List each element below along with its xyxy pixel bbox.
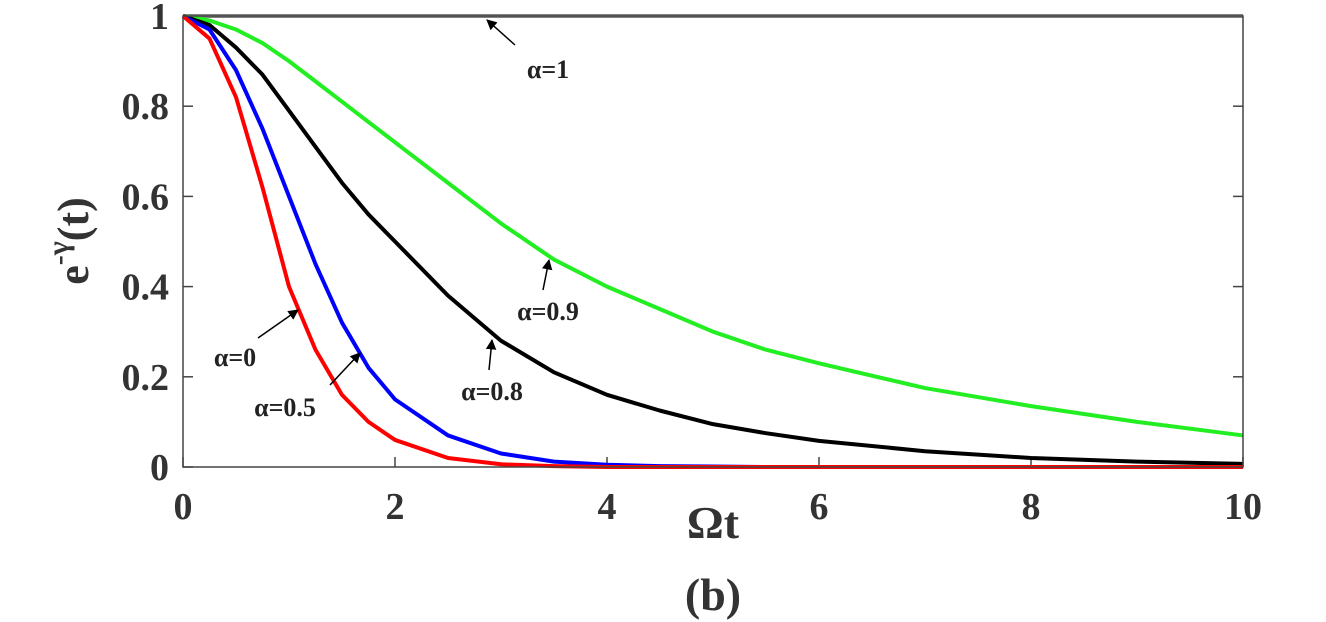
x-tick-label: 4: [598, 486, 617, 528]
y-axis-label: e-γ(t): [42, 197, 98, 285]
x-axis-label: Ωt: [687, 497, 740, 548]
annotation-arrow: [329, 352, 361, 386]
series-line: [182, 14, 1244, 466]
annotation-arrow: [486, 19, 516, 46]
annotation-arrow: [541, 258, 553, 291]
y-tick-label: 0.2: [122, 357, 170, 399]
lines: [181, 14, 1244, 469]
y-tick-label: 0.6: [122, 176, 170, 218]
series-label: α=0: [214, 343, 256, 372]
series-label: α=0.9: [517, 297, 579, 326]
y-label-superscript: -γ: [42, 241, 75, 265]
x-tick-label: 8: [1022, 486, 1041, 528]
series-label: α=1: [527, 55, 569, 84]
series-label: α=0.5: [254, 393, 316, 422]
series-label: α=0.8: [461, 377, 523, 406]
x-tick-label: 10: [1224, 486, 1262, 528]
annotation-arrow: [257, 309, 299, 339]
annotations: α=1 α=0.9 α=0.8 α=0.5 α=0: [214, 19, 579, 422]
y-tick-label: 0: [150, 447, 169, 489]
ticks: 0 2 4 6 8 10 0 0.2 0.4 0.6 0.8 1: [122, 0, 1263, 528]
series-line: [182, 14, 1243, 469]
series-line: [182, 14, 1244, 438]
x-tick-label: 2: [386, 486, 405, 528]
y-tick-label: 0.8: [122, 86, 170, 128]
caption: (b): [685, 569, 741, 620]
y-tick-label: 1: [150, 0, 169, 38]
x-tick-label: 6: [810, 486, 829, 528]
plot-frame: [182, 15, 1244, 468]
annotation-arrow: [485, 338, 497, 371]
y-label-base: e: [49, 265, 98, 285]
x-tick-label: 0: [174, 486, 193, 528]
y-tick-label: 0.4: [122, 267, 170, 309]
y-label-tail: (t): [49, 197, 98, 241]
series-line: [181, 14, 1243, 469]
